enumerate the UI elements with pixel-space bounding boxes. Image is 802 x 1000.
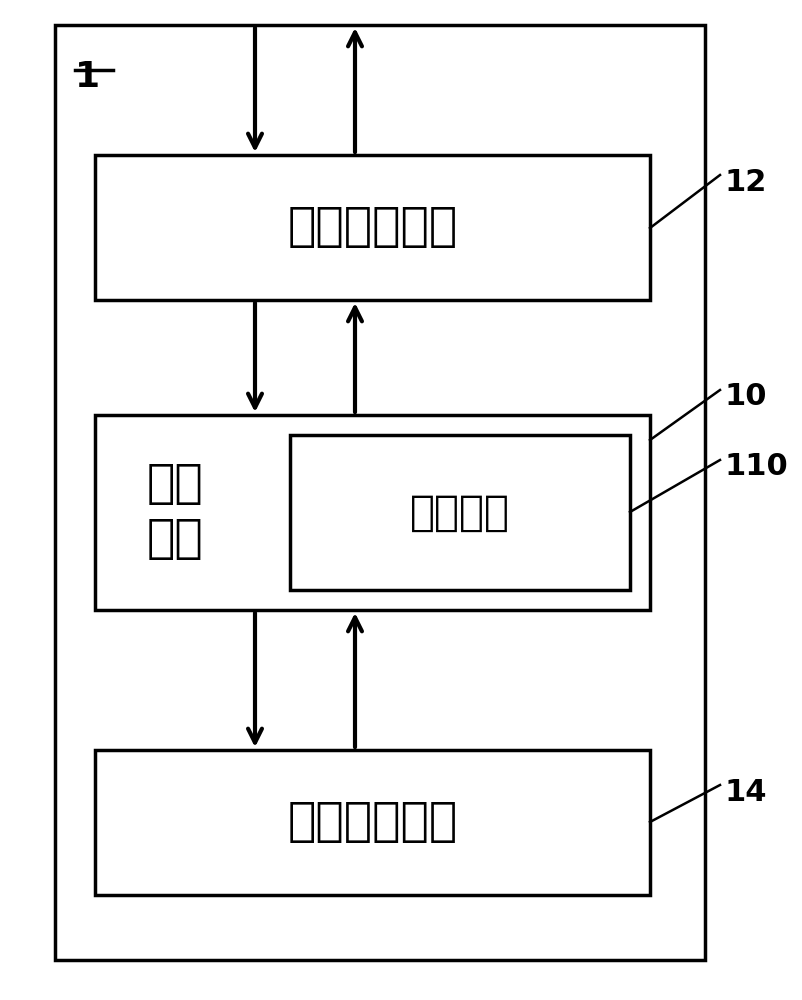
- Bar: [290, 435, 630, 590]
- Text: 10: 10: [724, 382, 767, 411]
- Text: 14: 14: [724, 778, 767, 807]
- Text: 第一传送机构: 第一传送机构: [287, 205, 457, 250]
- Text: 1: 1: [75, 60, 100, 94]
- Text: 12: 12: [724, 168, 767, 197]
- Text: 处理
装置: 处理 装置: [147, 462, 203, 562]
- Bar: [95, 750, 649, 895]
- Text: 110: 110: [724, 452, 788, 481]
- Text: 加热装置: 加热装置: [410, 491, 509, 534]
- Text: 第二传送机构: 第二传送机构: [287, 800, 457, 845]
- Bar: [95, 415, 649, 610]
- Bar: [55, 25, 704, 960]
- Bar: [95, 155, 649, 300]
